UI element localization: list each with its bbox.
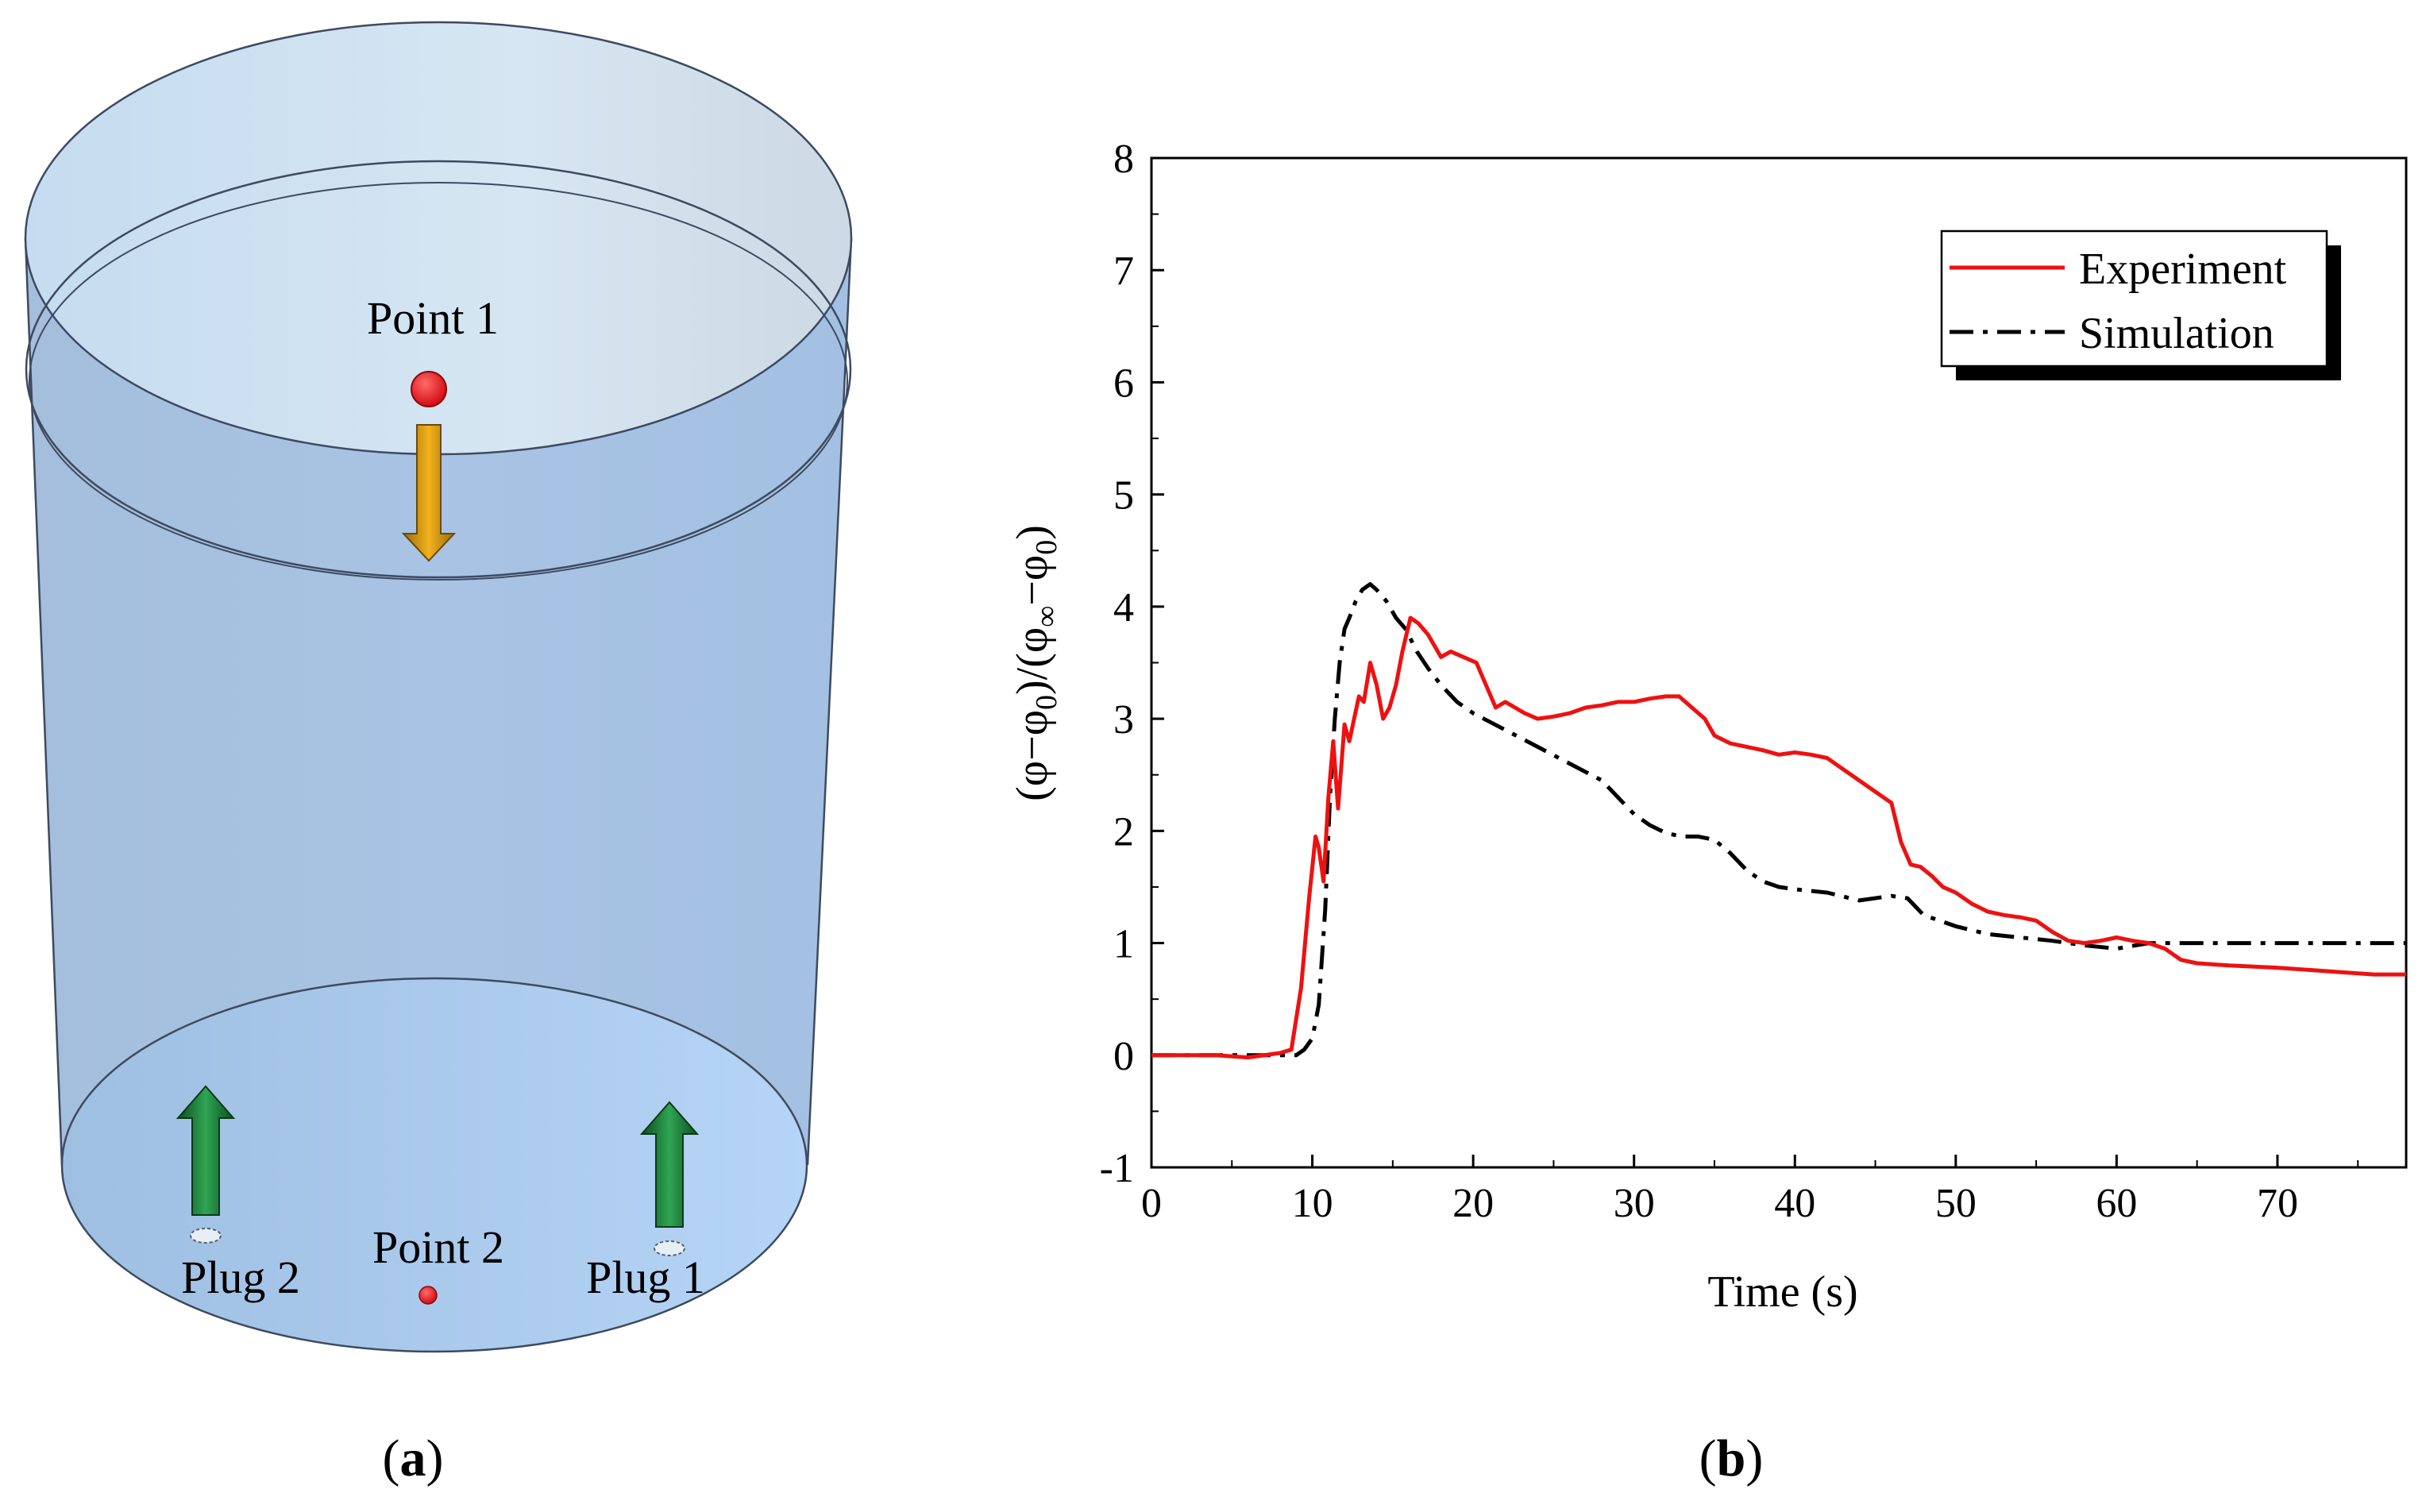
legend-box (1940, 230, 2328, 368)
plug-1-label: Plug 1 (586, 1252, 705, 1303)
series-line-experiment (1151, 615, 2406, 1060)
plug-2-label: Plug 2 (181, 1252, 300, 1303)
x-tick-label: 60 (2096, 1181, 2137, 1226)
svg-text:(b): (b) (1699, 1429, 1764, 1487)
y-tick-label: 0 (1113, 1034, 1134, 1079)
x-tick-label: 50 (1935, 1181, 1977, 1226)
y-tick-label: 1 (1113, 922, 1134, 967)
point-1-marker (411, 371, 447, 407)
x-tick-label: 40 (1774, 1181, 1815, 1226)
x-tick-label: 10 (1292, 1181, 1333, 1226)
arrow-down-icon (401, 424, 457, 562)
y-tick-label: 6 (1113, 361, 1134, 406)
series-line-simulation (1151, 582, 2406, 1058)
y-tick-label: 7 (1113, 249, 1134, 294)
liquid-surface-ring-outer (25, 160, 852, 579)
x-axis-ticks: 0 10 20 30 40 50 60 70 (1141, 1155, 2359, 1226)
chart-legend: Experiment Simulation (1940, 230, 2341, 380)
svg-text:(a): (a) (383, 1429, 444, 1487)
arrow-up-icon-plug-2 (175, 1085, 236, 1216)
y-tick-label: 2 (1113, 809, 1134, 854)
tank-right-edge (806, 237, 853, 1166)
y-tick-label: 8 (1113, 137, 1134, 182)
legend-label-experiment: Experiment (2079, 245, 2287, 294)
x-tick-label: 30 (1614, 1181, 1655, 1226)
x-tick-label: 0 (1141, 1181, 1162, 1226)
x-tick-label: 70 (2257, 1181, 2298, 1226)
caption-a: (a) (383, 1429, 444, 1487)
liquid-surface-ring-inner (29, 182, 848, 580)
y-axis-ticks: -1 0 1 2 3 4 5 6 7 8 (1100, 137, 1164, 1191)
y-tick-label: -1 (1100, 1146, 1134, 1191)
y-tick-label: 4 (1113, 585, 1134, 631)
caption-b: (b) (1699, 1429, 1764, 1487)
plug-2-outlet (190, 1228, 222, 1244)
panel-a-tank: Point 1 Plug 2 Plug 1 Point 2 (24, 21, 853, 1353)
tank-left-edge (24, 237, 64, 1166)
caption-b-letter: b (1717, 1429, 1746, 1487)
x-axis-label: Time (s) (1707, 1267, 1857, 1317)
caption-a-letter: a (400, 1429, 426, 1487)
point-2-label: Point 2 (372, 1221, 504, 1273)
plug-1-outlet (654, 1240, 685, 1256)
y-axis-label: (φ−φ0)/(φ∞−φ0) (1008, 525, 1063, 801)
arrow-up-icon-plug-1 (639, 1101, 700, 1228)
legend-label-simulation: Simulation (2079, 309, 2274, 358)
point-1-label: Point 1 (367, 292, 499, 344)
point-2-marker (418, 1286, 438, 1305)
x-tick-label: 20 (1452, 1181, 1494, 1226)
y-tick-label: 3 (1113, 697, 1134, 742)
y-tick-label: 5 (1113, 473, 1134, 519)
chart-series (1151, 582, 2406, 1060)
